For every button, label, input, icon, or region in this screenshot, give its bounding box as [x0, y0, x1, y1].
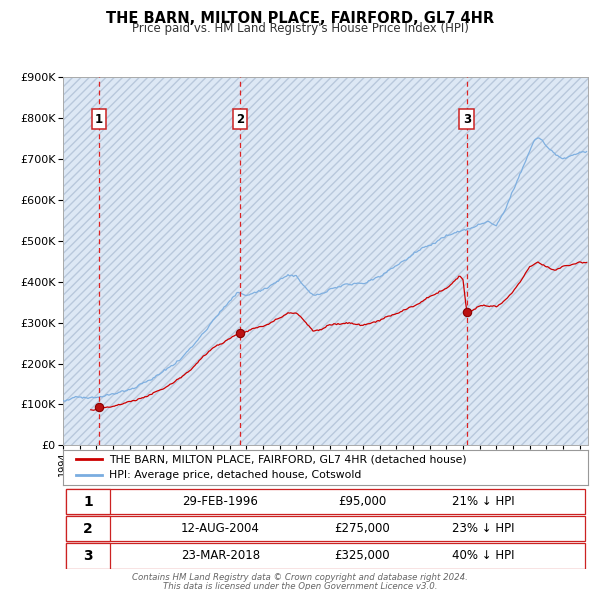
Text: This data is licensed under the Open Government Licence v3.0.: This data is licensed under the Open Gov…	[163, 582, 437, 590]
FancyBboxPatch shape	[65, 516, 110, 542]
Text: £325,000: £325,000	[334, 549, 390, 562]
FancyBboxPatch shape	[65, 489, 110, 514]
Text: Contains HM Land Registry data © Crown copyright and database right 2024.: Contains HM Land Registry data © Crown c…	[132, 573, 468, 582]
FancyBboxPatch shape	[65, 543, 586, 569]
Text: 40% ↓ HPI: 40% ↓ HPI	[452, 549, 514, 562]
Text: 23-MAR-2018: 23-MAR-2018	[181, 549, 260, 562]
Text: £95,000: £95,000	[338, 495, 386, 508]
Text: 23% ↓ HPI: 23% ↓ HPI	[452, 522, 514, 535]
FancyBboxPatch shape	[65, 516, 586, 542]
Text: £275,000: £275,000	[334, 522, 390, 535]
Text: 21% ↓ HPI: 21% ↓ HPI	[452, 495, 514, 508]
Text: 2: 2	[236, 113, 244, 126]
Text: 3: 3	[83, 549, 93, 563]
Text: THE BARN, MILTON PLACE, FAIRFORD, GL7 4HR (detached house): THE BARN, MILTON PLACE, FAIRFORD, GL7 4H…	[109, 454, 467, 464]
Text: 29-FEB-1996: 29-FEB-1996	[182, 495, 259, 508]
Text: 1: 1	[83, 494, 93, 509]
FancyBboxPatch shape	[65, 543, 110, 569]
Text: 3: 3	[463, 113, 471, 126]
Text: Price paid vs. HM Land Registry's House Price Index (HPI): Price paid vs. HM Land Registry's House …	[131, 22, 469, 35]
FancyBboxPatch shape	[65, 489, 586, 514]
Text: 1: 1	[95, 113, 103, 126]
Text: THE BARN, MILTON PLACE, FAIRFORD, GL7 4HR: THE BARN, MILTON PLACE, FAIRFORD, GL7 4H…	[106, 11, 494, 25]
Text: 2: 2	[83, 522, 93, 536]
Text: HPI: Average price, detached house, Cotswold: HPI: Average price, detached house, Cots…	[109, 470, 362, 480]
Text: 12-AUG-2004: 12-AUG-2004	[181, 522, 260, 535]
